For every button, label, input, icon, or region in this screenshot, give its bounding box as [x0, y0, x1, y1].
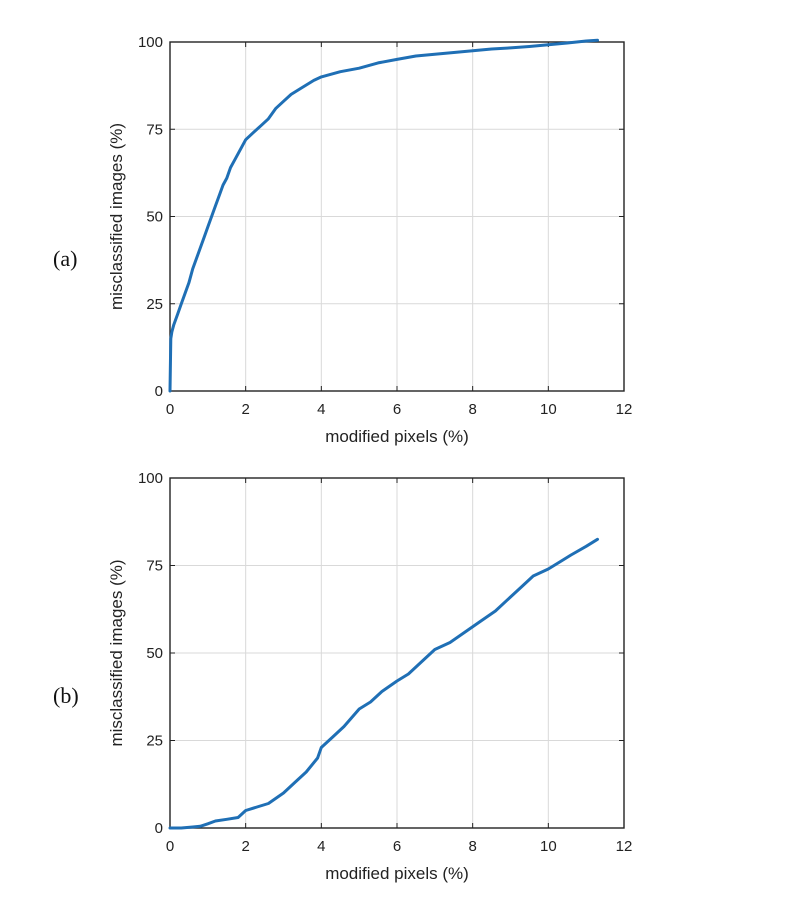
y-axis-label: misclassified images (%) [107, 123, 126, 310]
x-tick-label: 4 [317, 838, 325, 855]
y-tick-label: 0 [155, 820, 163, 837]
y-tick-label: 0 [155, 383, 163, 400]
x-tick-label: 12 [616, 401, 633, 418]
y-tick-label: 75 [146, 558, 163, 575]
x-tick-label: 6 [393, 838, 401, 855]
x-tick-label: 8 [468, 838, 476, 855]
x-axis-label: modified pixels (%) [325, 427, 469, 446]
x-tick-label: 2 [241, 401, 249, 418]
y-axis-label: misclassified images (%) [107, 559, 126, 746]
chart-panel-a: 0 2 4 6 8 10 12 0 25 50 75 100 modified pixels (%) mi… [53, 34, 632, 446]
series-line [168, 537, 599, 830]
x-tick-label: 6 [393, 401, 401, 418]
series-line [168, 38, 599, 393]
y-tick-label: 100 [138, 470, 163, 487]
x-tick-label: 4 [317, 401, 325, 418]
x-tick-label: 12 [616, 838, 633, 855]
y-tick-label: 50 [146, 209, 163, 226]
plot-frame [169, 477, 625, 829]
x-tick-label: 0 [166, 838, 174, 855]
x-tick-label: 10 [540, 401, 557, 418]
x-tick-label: 0 [166, 401, 174, 418]
x-tick-label: 10 [540, 838, 557, 855]
plot-frame [169, 41, 625, 392]
panel-label: (a) [53, 246, 77, 271]
chart-panel-b: 0 2 4 6 8 10 12 0 25 50 75 100 modified pixels (%) mi… [53, 470, 632, 883]
y-tick-label: 25 [146, 296, 163, 313]
y-tick-label: 75 [146, 121, 163, 138]
y-tick-label: 50 [146, 645, 163, 662]
x-tick-label: 2 [241, 838, 249, 855]
y-tick-label: 25 [146, 733, 163, 750]
y-tick-label: 100 [138, 34, 163, 51]
panel-label: (b) [53, 683, 79, 708]
x-tick-label: 8 [468, 401, 476, 418]
x-axis-label: modified pixels (%) [325, 864, 469, 883]
